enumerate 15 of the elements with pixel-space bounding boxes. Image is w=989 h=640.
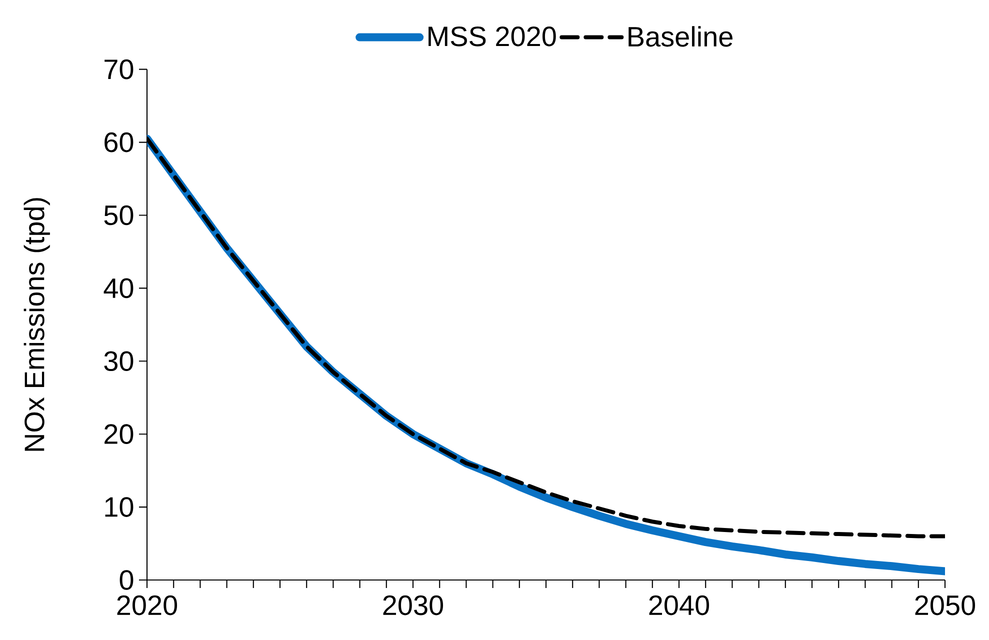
x-tick-label: 2020 [117,595,178,616]
y-tick-label: 20 [104,424,134,444]
y-tick-label: 10 [105,497,134,517]
y-tick-label: 30 [104,351,134,372]
y-tick-label: 50 [104,205,134,226]
x-tick-label: 2040 [649,595,710,616]
y-tick-label: 60 [104,132,134,152]
y-tick-label: 0 [120,570,134,590]
y-tick-label: 40 [104,278,134,298]
legend-label: MSS 2020 [428,26,556,46]
x-tick-label: 2050 [915,595,976,616]
x-tick-label: 2030 [383,595,444,616]
y-tick-label: 70 [104,59,134,80]
y-axis-title: NOx Emissions (tpd) [24,198,50,451]
legend-label: Baseline [628,26,732,47]
